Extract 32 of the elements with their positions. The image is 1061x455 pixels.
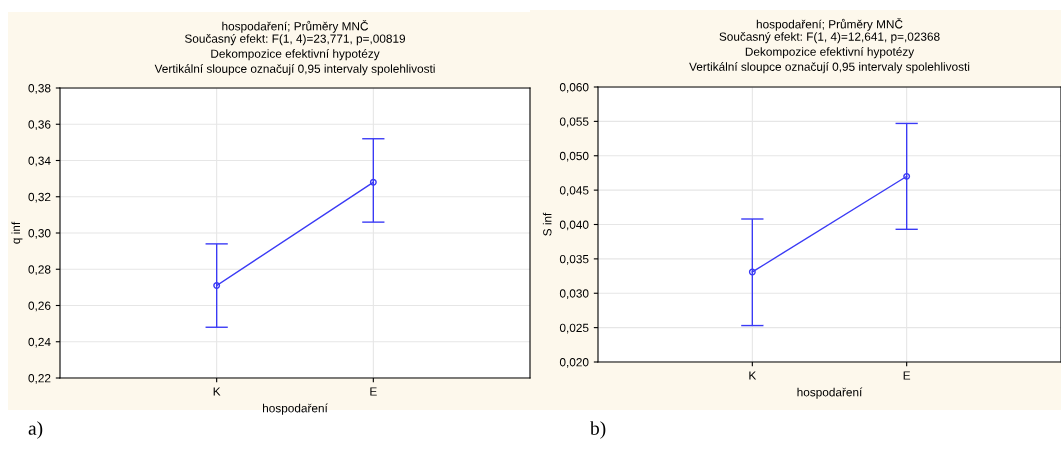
x-tick-label: E [370,387,377,396]
x-tick-label: K [213,387,221,396]
y-tick-label: 0,28 [28,265,51,276]
y-tick-label: 0,36 [28,120,51,131]
y-tick-label: 0,34 [28,156,51,167]
x-axis-title: hospodaření [797,387,863,399]
y-tick-label: 0,040 [559,220,589,231]
y-tick-label: 0,22 [28,374,51,384]
y-tick-label: 0,24 [28,337,51,348]
y-axis-title: S inf [542,212,552,236]
y-tick-label: 0,32 [28,192,51,203]
y-tick-label: 0,060 [559,83,589,93]
y-tick-label: 0,38 [28,84,51,94]
y-axis-title: q inf [11,221,23,244]
y-tick-label: 0,30 [28,229,51,239]
chart-subtitle: Současný efekt: F(1, 4)=12,641, p=,02368 Dekompozice efektivní hypotézy Vertikální sloupce označují 0,95 intervaly spolehlivosti [689,32,970,74]
text: b) [590,421,606,439]
x-tick-label: E [903,371,911,380]
y-tick-label: 0,050 [559,151,589,162]
y-tick-label: 0,025 [559,323,589,334]
y-tick-label: 0,055 [559,117,589,128]
chart-title: hospodaření; Průměry MNČ [222,20,369,33]
x-axis-title: hospodaření [263,403,328,415]
chart-subtitle: Současný efekt: F(1, 4)=23,771, p=,00819 Dekompozice efektivní hypotézy Vertikální sloupce označují 0,95 intervaly spolehlivosti [154,34,435,76]
y-tick-label: 0,26 [28,301,51,312]
y-tick-label: 0,045 [559,186,589,196]
chart-title: hospodaření; Průměry MNČ [756,18,903,31]
text: a) [28,421,43,439]
y-tick-label: 0,035 [559,254,589,265]
y-tick-label: 0,030 [559,289,589,300]
x-tick-label: K [749,371,757,380]
y-tick-label: 0,020 [559,358,589,368]
